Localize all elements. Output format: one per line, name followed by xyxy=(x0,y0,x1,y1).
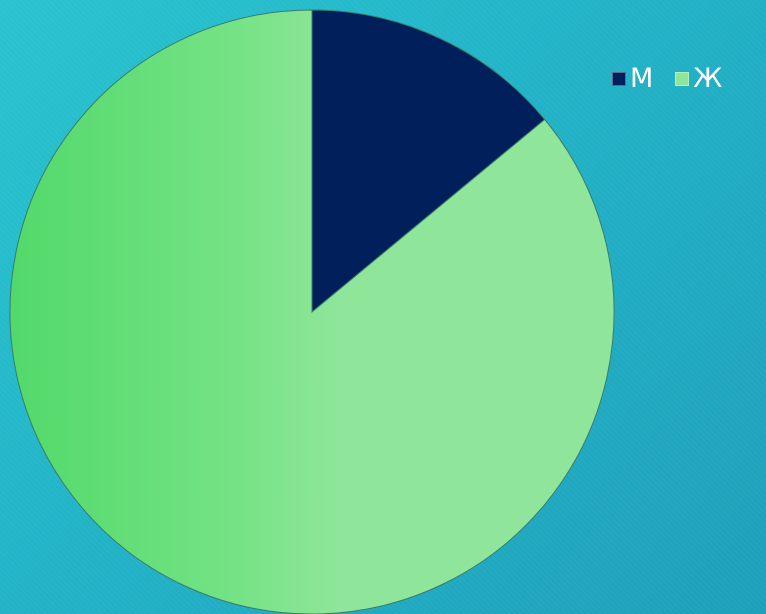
legend-label-f: Ж xyxy=(693,63,723,94)
legend-swatch-m xyxy=(612,72,626,86)
legend-label-m: М xyxy=(630,63,654,94)
legend-item-f: Ж xyxy=(675,64,722,94)
pie-slice-f xyxy=(9,9,615,614)
pie-slices xyxy=(9,9,615,614)
legend-swatch-f xyxy=(675,72,690,86)
legend: М Ж xyxy=(612,62,744,96)
pie-slice-m xyxy=(311,9,546,314)
legend-item-m: М xyxy=(612,64,653,94)
